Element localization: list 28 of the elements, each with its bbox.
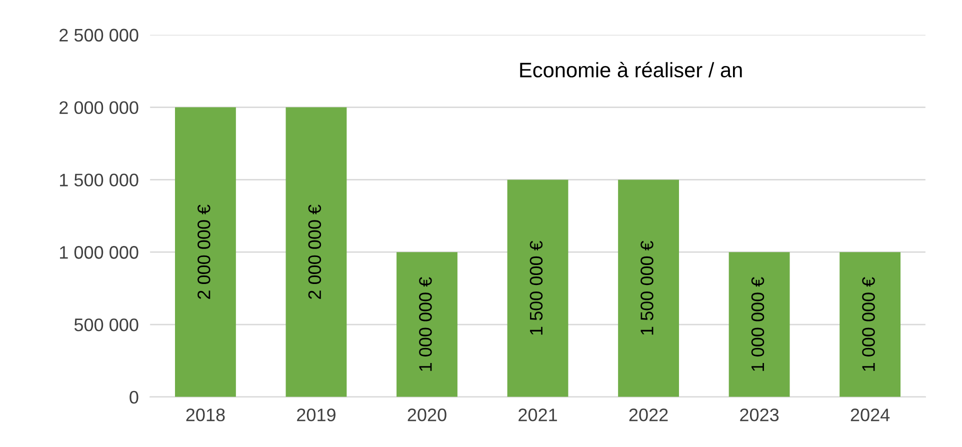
x-tick-label: 2022	[629, 408, 668, 422]
bar	[174, 107, 236, 397]
text: Economie à réaliser / an	[520, 62, 742, 78]
data-label: 1 000 000 €	[751, 277, 764, 371]
y-tick-label: 0	[130, 390, 138, 404]
x-tick-label: 2018	[186, 408, 225, 422]
bar	[728, 252, 790, 397]
data-label: 2 000 000 €	[308, 204, 322, 299]
y-tick-label: 1 500 000	[60, 174, 138, 186]
data-label: 1 500 000 €	[640, 240, 654, 335]
y-tick-label: 2 500 000	[60, 28, 138, 42]
bar	[507, 180, 568, 397]
x-tick-label: 2019	[297, 408, 336, 422]
data-label: 2 000 000 €	[198, 204, 210, 299]
data-label: 1 000 000 €	[419, 277, 432, 371]
x-tick-label: 2020	[408, 408, 446, 422]
y-tick-label: 1 000 000	[60, 246, 138, 259]
bar	[840, 252, 901, 397]
data-label: 1 000 000 €	[862, 277, 875, 371]
x-tick-label: 2021	[518, 408, 557, 422]
x-tick-label: 2023	[740, 408, 779, 422]
y-tick-label: 500 000	[74, 318, 138, 332]
y-tick-label: 2 000 000	[60, 101, 138, 114]
data-label: 1 500 000 €	[530, 240, 543, 335]
bar	[618, 180, 679, 397]
x-tick-label: 2024	[850, 408, 890, 422]
bar	[396, 252, 458, 397]
bar	[286, 107, 347, 397]
